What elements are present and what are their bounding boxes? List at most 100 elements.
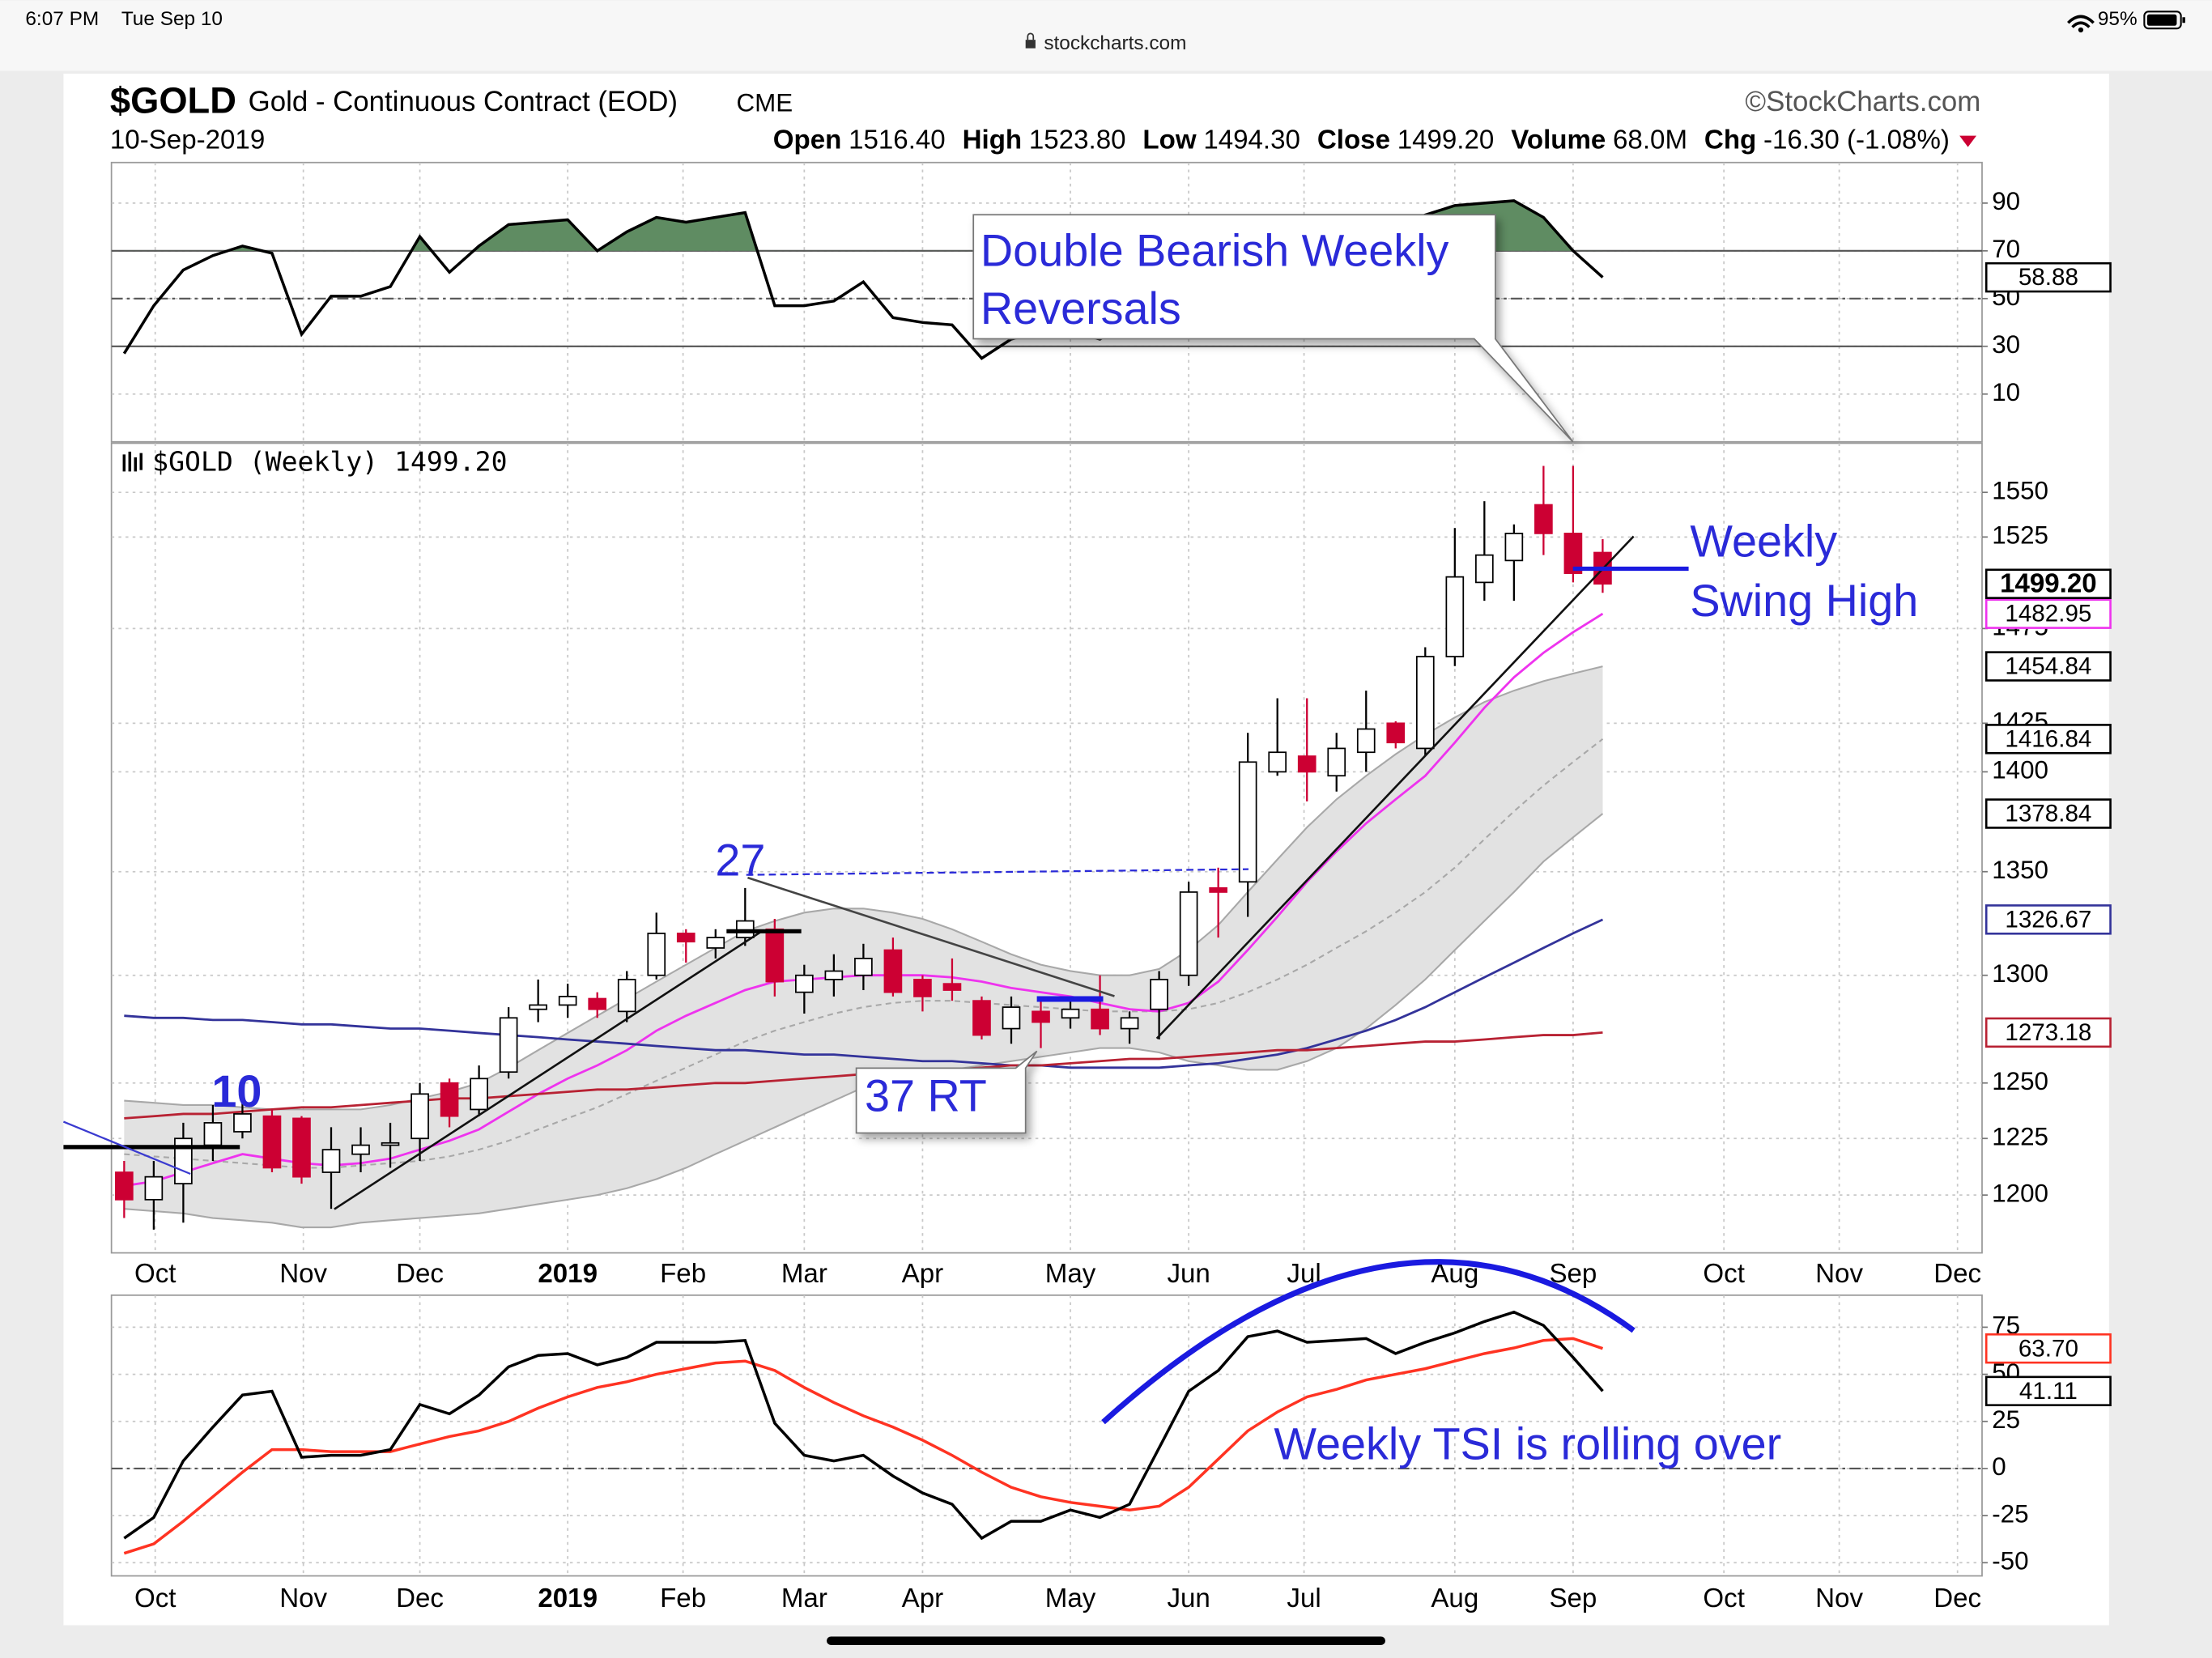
credit[interactable]: ©StockCharts.com: [1745, 86, 1980, 117]
x-tick-label: Nov: [1815, 1259, 1863, 1289]
trend-line: [1155, 535, 1635, 1039]
x-tick-label: Mar: [781, 1259, 827, 1289]
trend-line: [747, 876, 1115, 997]
candle-body: [647, 933, 666, 976]
y-tick-label: 90: [1992, 187, 2020, 215]
callout-text: Double Bearish Weekly: [981, 226, 1449, 276]
candle-body: [499, 1017, 518, 1073]
callout-box: [972, 214, 1574, 443]
value-tag-label: 1416.84: [2005, 725, 2091, 752]
x-tick-label: Dec: [396, 1259, 444, 1289]
candle-body: [854, 958, 873, 976]
value-tag: [1984, 598, 2112, 629]
y-tick-label: 0: [1992, 1452, 2006, 1481]
note-text: Swing High: [1690, 576, 1918, 626]
status-time: 6:07 PM: [25, 8, 99, 30]
lock-shackle: [1027, 32, 1035, 40]
callout-text: Reversals: [981, 283, 1181, 334]
x-tick-label: May: [1045, 1584, 1096, 1613]
candle-body: [913, 979, 932, 997]
callout: [972, 214, 1574, 443]
candle-body: [588, 997, 607, 1010]
value-tag-label: 63.70: [2018, 1335, 2078, 1362]
x-tick-label: Dec: [1933, 1259, 1981, 1289]
instrument-name: Gold - Continuous Contract (EOD): [249, 86, 678, 117]
candle-body: [706, 937, 725, 949]
count-label: 27: [715, 835, 765, 885]
value-tag-label: 1273.18: [2005, 1019, 2091, 1046]
candle-body: [765, 928, 785, 983]
x-tick-label: Oct: [134, 1259, 176, 1289]
candle-body: [972, 1000, 991, 1036]
x-tick-label: Dec: [1933, 1584, 1981, 1613]
candle-body: [115, 1171, 134, 1201]
quote-value: 1516.40: [849, 125, 946, 155]
candle-body: [1238, 761, 1257, 883]
candle-body: [1475, 554, 1494, 584]
panel: [110, 161, 1983, 443]
quote-label: Open: [773, 125, 842, 155]
value-tag: [1984, 261, 2112, 293]
series-line: [123, 1310, 1604, 1541]
y-tick-label: 1300: [1992, 959, 2048, 988]
url[interactable]: stockcharts.com: [1044, 32, 1186, 54]
home-indicator: [827, 1636, 1385, 1645]
lock-icon: [1025, 40, 1036, 49]
x-tick-label: Jun: [1167, 1259, 1210, 1289]
value-tag-label: 58.88: [2018, 264, 2078, 291]
x-tick-label: Oct: [1703, 1259, 1744, 1289]
value-tag-label: 1378.84: [2005, 801, 2091, 827]
x-tick-label: Feb: [660, 1259, 706, 1289]
x-tick-label: Jul: [1287, 1584, 1321, 1613]
callout: [855, 1050, 1038, 1134]
candle-body: [558, 996, 577, 1006]
wifi-icon: [2067, 15, 2095, 28]
candle-body: [1327, 747, 1346, 777]
value-tag-label: 1482.95: [2005, 601, 2091, 627]
y-tick-label: -25: [1992, 1499, 2028, 1528]
wifi-dot: [2078, 27, 2084, 33]
candle-body: [470, 1078, 488, 1111]
candle-body: [1415, 656, 1435, 750]
quote-value: 1494.30: [1203, 125, 1300, 155]
battery-tip: [2182, 17, 2185, 23]
callout-text: 37 RT: [865, 1070, 987, 1120]
candle-body: [1356, 728, 1376, 754]
candle-body: [1534, 504, 1553, 534]
candle-body: [1297, 755, 1317, 773]
value-tag: [1984, 1333, 2112, 1364]
candle-body: [1268, 751, 1287, 773]
candle-body: [1504, 533, 1524, 562]
quote-label: High: [963, 125, 1023, 155]
callout-box: [855, 1050, 1038, 1134]
x-tick-label: Jun: [1167, 1584, 1210, 1613]
x-tick-label: Nov: [279, 1259, 327, 1289]
candle-body: [617, 979, 636, 1013]
battery-icon: [2143, 11, 2182, 30]
value-tag-label: 1499.20: [2000, 569, 2097, 599]
annotations: 27 10 Double Bearish Weekly Reversals 37…: [62, 214, 1918, 1469]
candle-body: [203, 1122, 223, 1146]
candle-body: [351, 1144, 370, 1155]
candle-body: [233, 1113, 252, 1133]
series-line: [124, 738, 1604, 1169]
candle-body: [262, 1115, 282, 1169]
y-tick-label: 1200: [1992, 1179, 2048, 1207]
note-text: Weekly: [1690, 517, 1837, 567]
quote-label: Close: [1317, 125, 1390, 155]
x-tick-label: Apr: [902, 1259, 944, 1289]
candle-body: [1386, 722, 1406, 744]
symbol: $GOLD: [110, 80, 236, 121]
y-tick-label: 1550: [1992, 476, 2048, 504]
candle-body: [440, 1082, 459, 1117]
quote-label: Low: [1142, 125, 1196, 155]
count-label: 10: [211, 1066, 262, 1116]
value-tag-label: 41.11: [2019, 1378, 2078, 1405]
value-tag: [1984, 651, 2112, 682]
quote-value: 1499.20: [1397, 125, 1495, 155]
candle-body: [1209, 887, 1227, 893]
candle-body: [942, 983, 962, 991]
value-tag: [1984, 1017, 2112, 1048]
